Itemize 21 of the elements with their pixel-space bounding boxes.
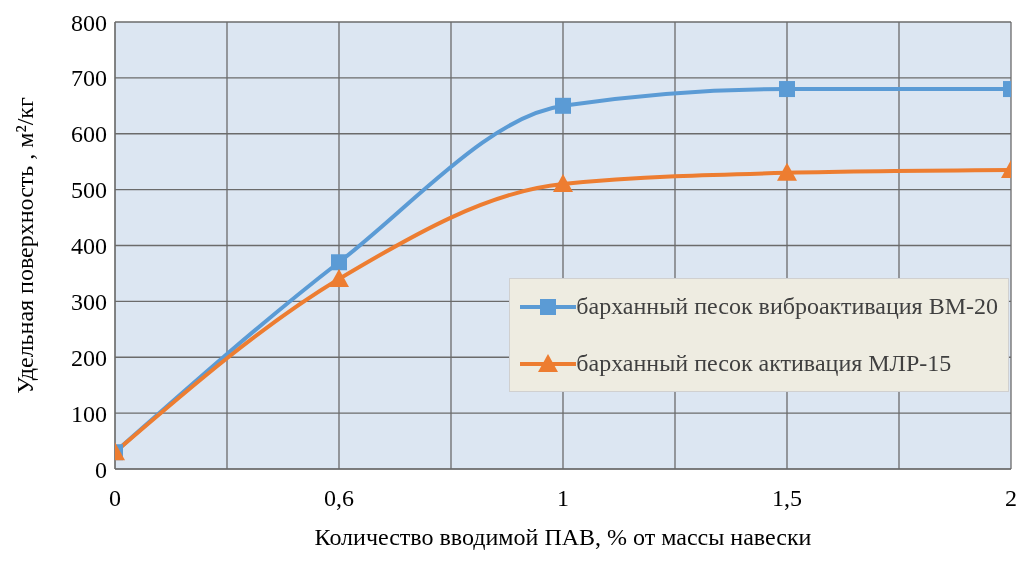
x-tick-label: 2 xyxy=(1005,485,1017,512)
y-tick-label: 100 xyxy=(71,400,107,427)
x-axis-title: Количество вводимой ПАВ, % от массы навески xyxy=(314,524,812,550)
x-tick-label: 1,5 xyxy=(772,485,802,512)
y-axis-title: Удельная поверхность , м²/кг xyxy=(11,96,38,394)
y-tick-label: 600 xyxy=(71,121,107,148)
y-tick-label: 800 xyxy=(71,9,107,36)
y-tick-label: 300 xyxy=(71,288,107,315)
point xyxy=(777,162,797,181)
point xyxy=(553,174,573,193)
point xyxy=(779,81,795,98)
legend-label: барханный песок виброактивация ВМ-20 xyxy=(576,293,998,320)
y-tick-label: 0 xyxy=(95,456,107,483)
x-tick-label: 1 xyxy=(557,485,569,512)
x-tick-label: 0,6 xyxy=(324,485,354,512)
y-tick-label: 500 xyxy=(71,177,107,204)
point xyxy=(555,97,571,114)
y-tick-label: 200 xyxy=(71,344,107,371)
y-tick-label: 700 xyxy=(71,65,107,92)
legend-label: барханный песок активация МЛР-15 xyxy=(576,350,952,377)
y-tick-label: 400 xyxy=(71,233,107,260)
